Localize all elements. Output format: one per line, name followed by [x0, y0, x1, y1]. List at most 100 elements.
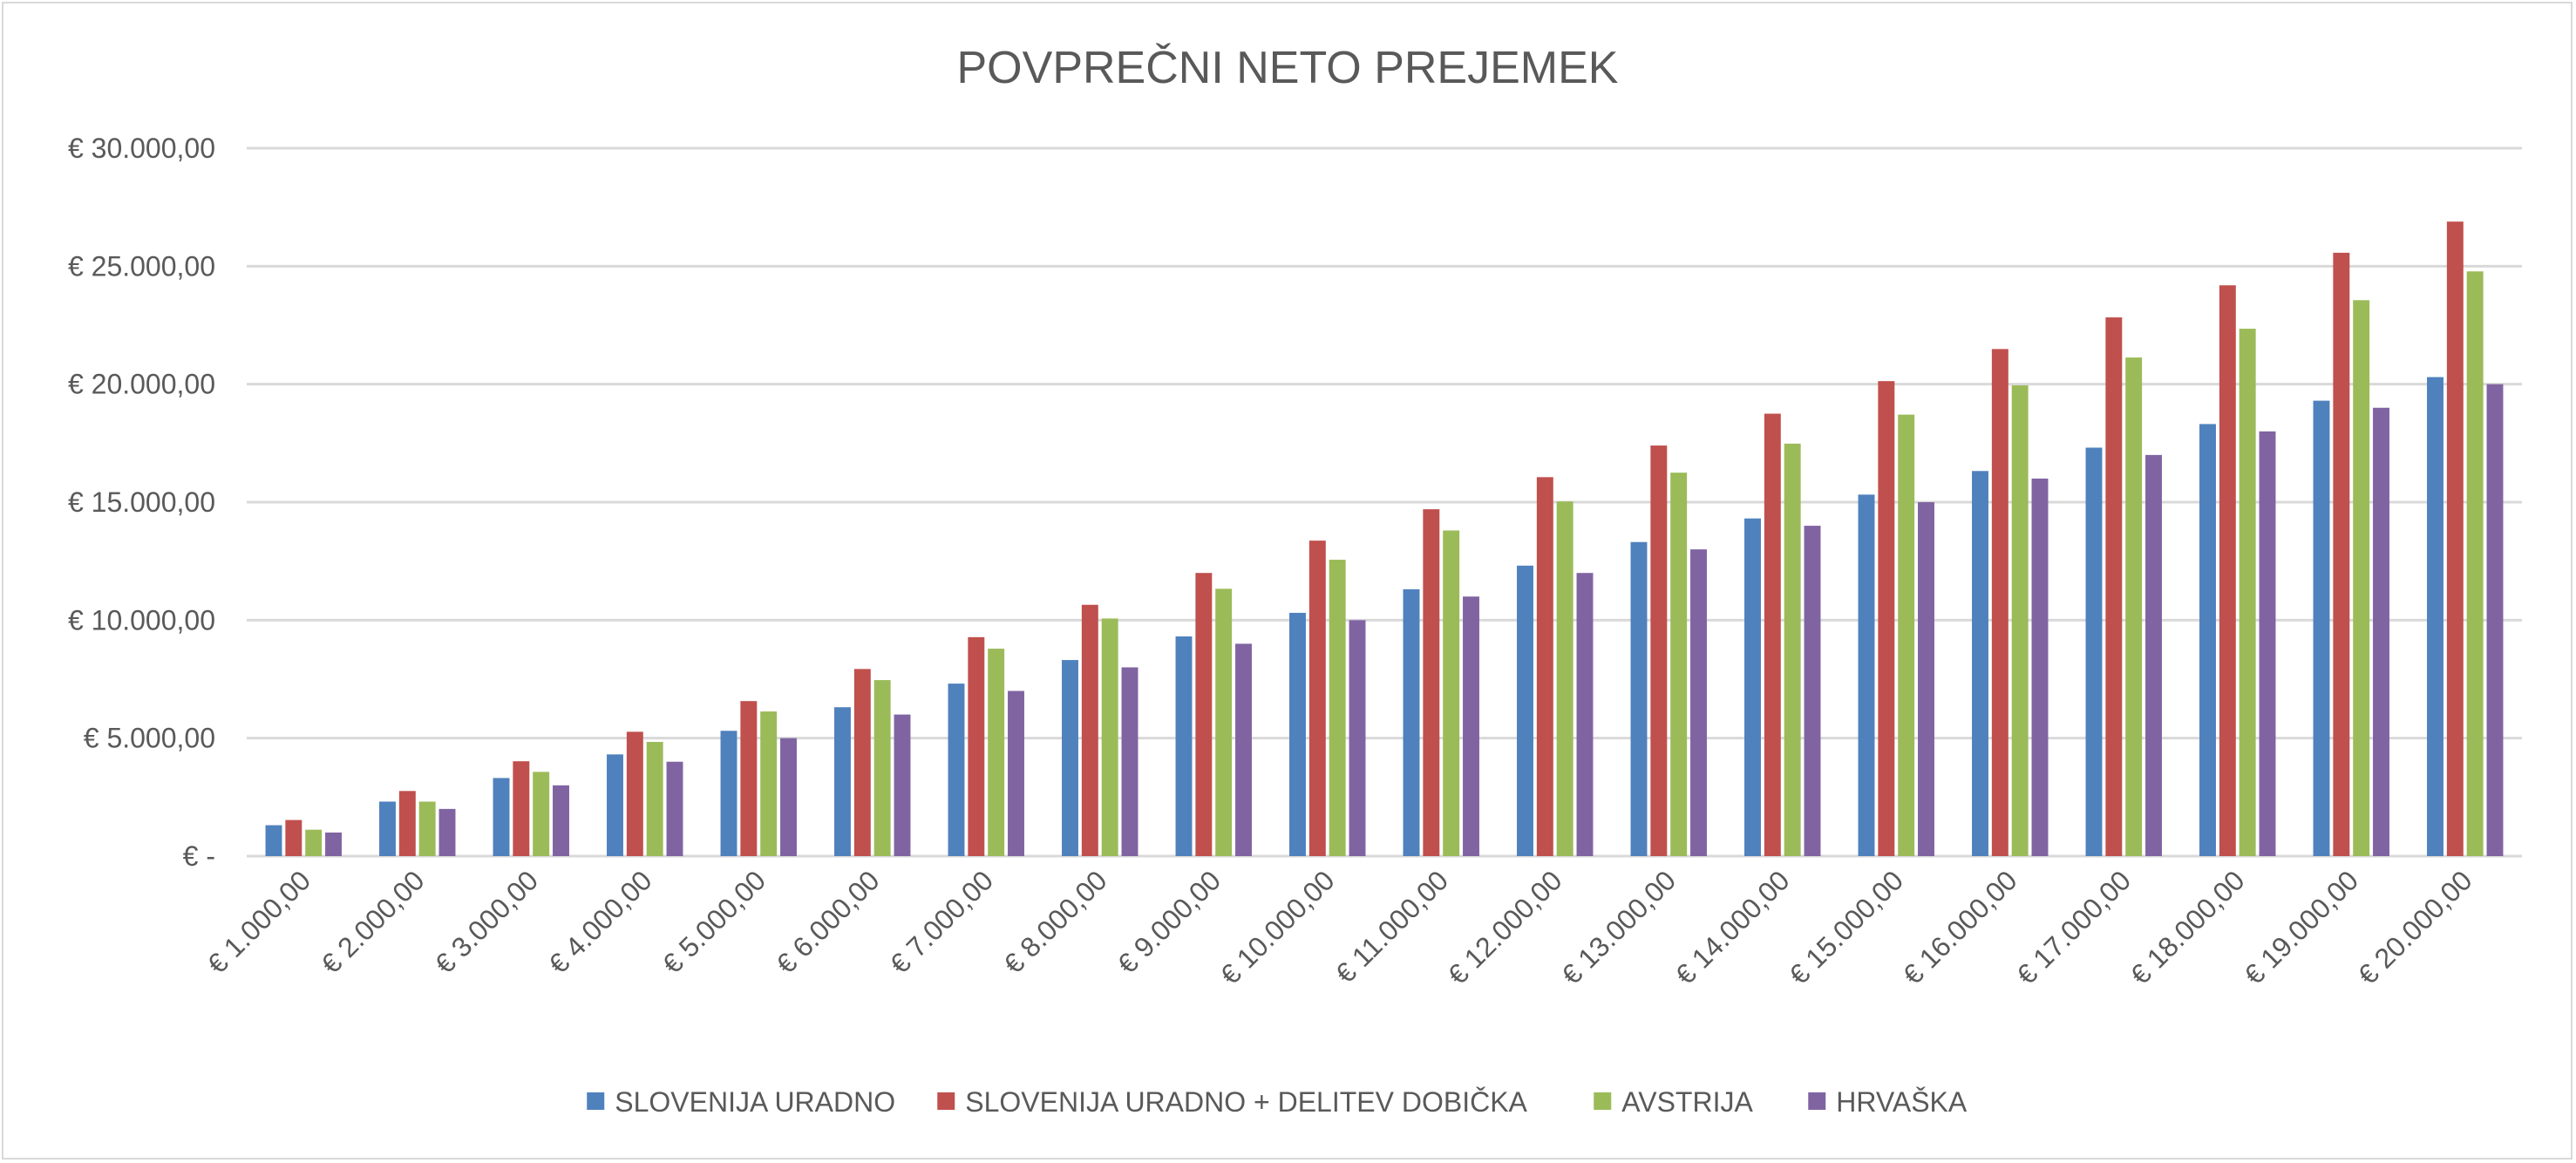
bars — [265, 221, 2504, 857]
bar — [1403, 588, 1420, 856]
bar — [780, 738, 797, 856]
x-tick-label: € 2.000,00 — [315, 864, 430, 979]
bar — [1289, 612, 1306, 856]
x-tick-label: € 12.000,00 — [1442, 864, 1568, 990]
x-tick-label: € 16.000,00 — [1897, 864, 2023, 990]
bar — [1329, 560, 1346, 856]
y-axis-labels: € - € 5.000,00 € 10.000,00 € 15.000,00 € 20.… — [68, 133, 215, 872]
gridlines — [247, 146, 2522, 858]
bar — [834, 707, 851, 856]
bar — [1670, 473, 1688, 856]
bar — [1195, 573, 1213, 856]
bar — [553, 785, 569, 856]
bar — [853, 669, 871, 856]
x-tick-label: € 11.000,00 — [1329, 864, 1454, 989]
legend-label: SLOVENIJA URADNO — [615, 1086, 895, 1118]
bar — [1804, 526, 1821, 856]
bar — [666, 761, 683, 856]
bar — [720, 731, 737, 856]
bar — [948, 684, 965, 856]
bar — [607, 754, 623, 856]
x-tick-label: € 17.000,00 — [2010, 864, 2137, 990]
x-tick-label: € 14.000,00 — [1669, 864, 1796, 990]
bar — [2466, 271, 2484, 857]
x-tick-label: € 19.000,00 — [2238, 864, 2364, 990]
bar — [1991, 349, 2008, 856]
bar — [2199, 424, 2216, 856]
bar — [2219, 285, 2236, 856]
bar — [1972, 471, 1988, 856]
bar — [1690, 549, 1707, 856]
bar — [1101, 618, 1118, 856]
bar — [1008, 690, 1024, 856]
bar — [1858, 494, 1875, 856]
bar — [1443, 530, 1460, 856]
bar — [1349, 620, 1366, 856]
bar — [626, 731, 643, 856]
bar — [2105, 317, 2123, 856]
bar — [418, 801, 436, 856]
bar — [2145, 454, 2162, 856]
chart-title: POVPREČNI NETO PREJEMEK — [957, 43, 1619, 93]
bar — [1784, 443, 1801, 856]
bar — [305, 829, 323, 856]
bar — [2259, 431, 2276, 856]
bar — [379, 801, 396, 856]
y-tick-label: € 25.000,00 — [68, 250, 215, 282]
bar — [894, 714, 911, 856]
y-tick-label: € 30.000,00 — [68, 133, 215, 164]
bar — [2239, 329, 2256, 856]
bar — [513, 761, 530, 856]
bar — [1062, 660, 1078, 856]
bar — [1308, 541, 1326, 856]
bar — [1517, 565, 1533, 856]
bar — [265, 825, 282, 856]
bar — [1878, 381, 1895, 856]
bar — [1215, 588, 1233, 856]
bar — [968, 636, 985, 856]
y-tick-label: € 10.000,00 — [68, 604, 215, 636]
x-tick-label: € 4.000,00 — [542, 864, 657, 979]
legend-swatch — [937, 1092, 955, 1110]
bar — [1576, 573, 1594, 856]
bar — [493, 778, 510, 856]
x-tick-label: € 15.000,00 — [1783, 864, 1909, 990]
bar — [2333, 252, 2350, 856]
bar — [285, 820, 302, 856]
bar — [740, 701, 758, 856]
bar — [1121, 667, 1138, 856]
bar — [1764, 413, 1781, 856]
x-tick-label: € 6.000,00 — [770, 864, 885, 979]
bar — [2313, 400, 2330, 856]
bar — [1423, 509, 1440, 856]
y-tick-label: € 20.000,00 — [68, 369, 215, 400]
bar — [533, 772, 550, 856]
legend-swatch — [1808, 1092, 1826, 1110]
bar — [2427, 377, 2443, 857]
bar — [2085, 447, 2103, 856]
x-tick-label: € 20.000,00 — [2352, 864, 2478, 990]
bar — [1536, 477, 1553, 856]
x-tick-label: € 10.000,00 — [1214, 864, 1341, 990]
legend-label: SLOVENIJA URADNO + DELITEV DOBIČKA — [965, 1086, 1527, 1118]
bar — [988, 649, 1005, 856]
bar — [646, 741, 663, 856]
bar — [2486, 384, 2504, 857]
x-tick-label: € 3.000,00 — [429, 864, 544, 979]
bar — [2125, 357, 2143, 857]
bar — [1898, 414, 1915, 856]
bar — [1630, 541, 1648, 856]
x-tick-label: € 1.000,00 — [201, 864, 316, 979]
y-tick-label: € - — [183, 840, 215, 872]
x-tick-label: € 18.000,00 — [2124, 864, 2251, 990]
y-tick-label: € 5.000,00 — [84, 723, 215, 754]
x-axis-labels: € 1.000,00€ 2.000,00€ 3.000,00€ 4.000,00… — [201, 864, 2478, 990]
bar — [1650, 445, 1668, 856]
bar — [1081, 604, 1098, 856]
legend-swatch — [1594, 1092, 1612, 1110]
bar — [1918, 502, 1934, 856]
bar — [2353, 300, 2370, 856]
bar — [2446, 221, 2464, 856]
x-tick-label: € 13.000,00 — [1555, 864, 1682, 990]
bar — [438, 808, 456, 856]
